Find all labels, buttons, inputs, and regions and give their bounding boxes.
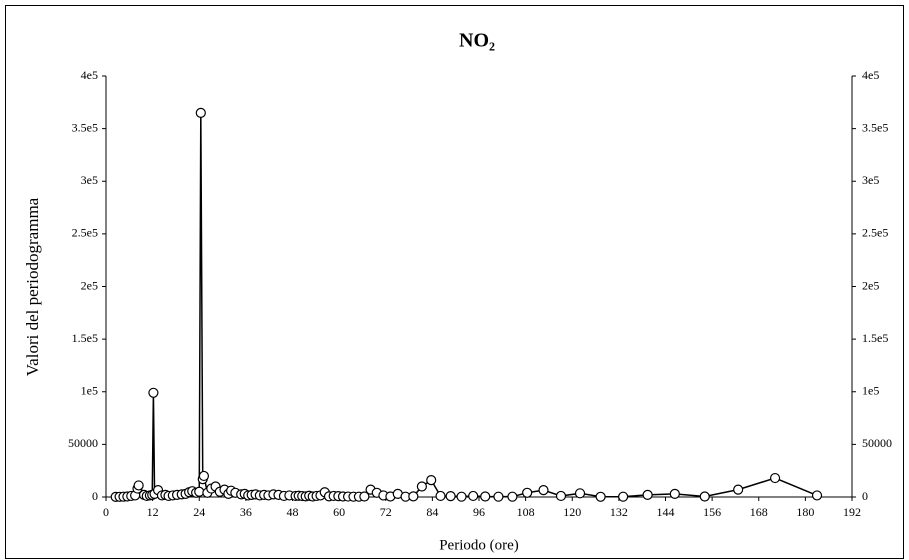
point-marker xyxy=(195,107,206,118)
point-marker xyxy=(426,475,437,486)
point-marker xyxy=(468,490,479,502)
point-marker xyxy=(148,387,159,398)
y-tick-label: 2e5 xyxy=(81,278,98,292)
point-marker xyxy=(194,486,205,497)
point-marker xyxy=(555,490,567,502)
y-tick-label: 50000 xyxy=(68,436,98,450)
y2-tick-label: 3.5e5 xyxy=(862,120,888,134)
point-marker xyxy=(133,480,144,491)
point-marker xyxy=(507,491,518,502)
point-marker xyxy=(618,491,629,502)
x-tick-label: 24 xyxy=(193,505,205,519)
x-tick-label: 108 xyxy=(517,505,535,519)
x-tick-label: 156 xyxy=(703,505,721,519)
y-tick-label: 1e5 xyxy=(81,384,98,398)
y2-tick-label: 2e5 xyxy=(862,278,879,292)
frame xyxy=(5,5,904,559)
point-marker xyxy=(811,490,823,501)
y2-tick-label: 4e5 xyxy=(862,68,879,82)
point-marker xyxy=(445,491,456,502)
point-marker xyxy=(416,481,427,492)
x-tick-label: 84 xyxy=(426,505,438,519)
x-tick-label: 192 xyxy=(843,505,861,519)
point-marker xyxy=(435,490,446,502)
point-marker xyxy=(733,484,744,495)
point-marker xyxy=(522,487,533,498)
point-marker xyxy=(198,470,210,482)
y-tick-label: 2.5e5 xyxy=(72,226,98,240)
x-tick-label: 96 xyxy=(473,505,485,519)
y-tick-label: 3.5e5 xyxy=(72,120,98,134)
x-tick-label: 0 xyxy=(103,505,109,519)
x-tick-label: 144 xyxy=(657,505,675,519)
point-marker xyxy=(642,489,653,500)
y2-tick-label: 1.5e5 xyxy=(862,331,888,345)
point-marker xyxy=(699,491,710,502)
y-tick-label: 3e5 xyxy=(81,173,98,187)
y2-tick-label: 0 xyxy=(862,489,868,503)
point-marker xyxy=(480,491,491,502)
point-marker xyxy=(538,485,549,496)
x-tick-label: 168 xyxy=(750,505,768,519)
x-tick-label: 12 xyxy=(147,505,159,519)
x-tick-label: 60 xyxy=(333,505,345,519)
y-axis-title: Valori del periodogramma xyxy=(23,197,42,376)
y-tick-label: 4e5 xyxy=(81,68,98,82)
y2-tick-label: 2.5e5 xyxy=(862,226,888,240)
x-tick-label: 72 xyxy=(380,505,392,519)
x-tick-label: 36 xyxy=(240,505,252,519)
y-tick-label: 0 xyxy=(92,489,98,503)
point-marker xyxy=(769,472,781,484)
chart-title: NO₂ xyxy=(459,30,495,52)
x-tick-label: 48 xyxy=(287,505,299,519)
point-marker xyxy=(408,491,419,502)
point-marker xyxy=(359,491,370,502)
point-marker xyxy=(456,491,467,502)
point-marker xyxy=(493,491,504,502)
point-marker xyxy=(669,488,680,499)
point-marker xyxy=(595,491,606,502)
x-tick-label: 180 xyxy=(796,505,814,519)
x-tick-label: 132 xyxy=(610,505,628,519)
y2-tick-label: 50000 xyxy=(862,436,892,450)
x-axis-title: Periodo (ore) xyxy=(439,537,519,553)
y2-tick-label: 3e5 xyxy=(862,173,879,187)
y2-tick-label: 1e5 xyxy=(862,384,879,398)
y-tick-label: 1.5e5 xyxy=(72,331,98,345)
point-marker xyxy=(574,488,586,499)
x-tick-label: 120 xyxy=(563,505,581,519)
